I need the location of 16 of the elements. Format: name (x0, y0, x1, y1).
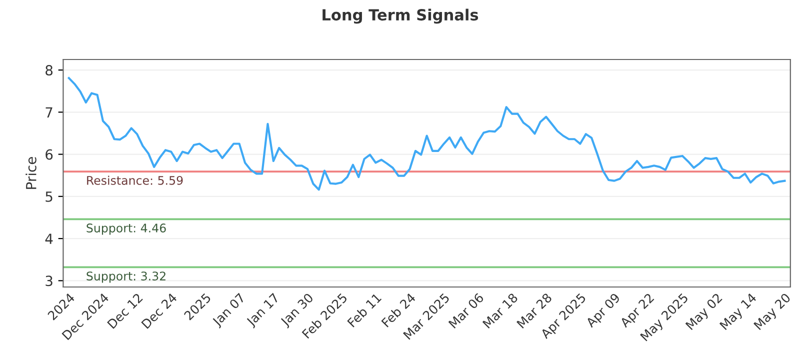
y-tick-label: 6 (46, 149, 53, 160)
ref-line-label: Support: 4.46 (86, 224, 166, 235)
y-tick-label: 4 (45, 234, 53, 244)
ref-line-label: Support: 3.32 (86, 272, 166, 283)
x-tick-label: Jan 17 (246, 292, 282, 328)
x-tick-label: Jan 07 (211, 292, 248, 328)
y-tick-label: 3 (46, 276, 52, 286)
y-axis-title: Price (26, 157, 36, 189)
x-tick-label: Apr 09 (585, 292, 622, 330)
chart-title: Long Term Signals (322, 8, 478, 24)
x-tick-label: Feb 11 (346, 292, 382, 328)
ref-line-label: Resistance: 5.59 (87, 176, 183, 185)
y-tick-label: 7 (46, 107, 52, 118)
y-tick-label: 5 (46, 192, 52, 202)
y-tick-label: 8 (46, 65, 53, 76)
line-series (68, 76, 786, 191)
